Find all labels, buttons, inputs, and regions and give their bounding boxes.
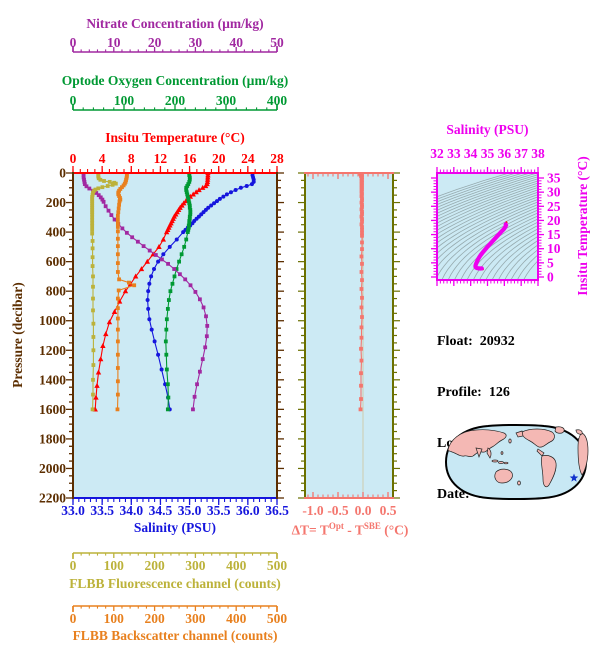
svg-text:36.5: 36.5: [265, 503, 289, 518]
float-location-star: [569, 473, 579, 482]
svg-text:35: 35: [481, 146, 495, 161]
svg-text:100: 100: [104, 558, 125, 573]
profile-number-line: Profile: 126: [437, 385, 510, 400]
svg-text:36.0: 36.0: [236, 503, 260, 518]
svg-text:8: 8: [128, 151, 135, 166]
svg-text:34.5: 34.5: [149, 503, 173, 518]
svg-text:1600: 1600: [39, 402, 66, 417]
svg-text:20: 20: [148, 35, 162, 50]
svg-text:300: 300: [216, 93, 237, 108]
svg-text:5: 5: [547, 255, 554, 270]
svg-text:0: 0: [70, 151, 77, 166]
svg-text:0: 0: [70, 558, 77, 573]
svg-text:34: 34: [464, 146, 478, 161]
svg-text:15: 15: [547, 227, 561, 242]
backscatter-axis-title: FLBB Backscatter channel (counts): [72, 628, 278, 643]
delta-t-title-part: (°C): [380, 522, 409, 538]
svg-text:200: 200: [144, 558, 165, 573]
svg-text:10: 10: [107, 35, 121, 50]
svg-text:0: 0: [70, 93, 77, 108]
svg-text:-1.0: -1.0: [302, 503, 324, 518]
nitrate-axis-title: Nitrate Concentration (µm/kg): [86, 16, 264, 31]
svg-text:20: 20: [212, 151, 226, 166]
temperature-axis-title: Insitu Temperature (°C): [105, 130, 245, 145]
svg-text:32: 32: [430, 146, 444, 161]
svg-text:35.0: 35.0: [178, 503, 202, 518]
svg-text:33.5: 33.5: [90, 503, 114, 518]
svg-text:400: 400: [226, 611, 247, 626]
svg-text:37: 37: [514, 146, 528, 161]
svg-text:200: 200: [144, 611, 165, 626]
svg-text:12: 12: [154, 151, 168, 166]
svg-text:35.5: 35.5: [207, 503, 231, 518]
svg-text:2200: 2200: [39, 491, 66, 506]
fluorescence-axis-title: FLBB Fluorescence channel (counts): [69, 576, 281, 591]
svg-text:1800: 1800: [39, 431, 66, 446]
svg-text:2000: 2000: [39, 461, 66, 476]
delta-t-axis-title: ΔT= TOpt - TSBE (°C): [283, 519, 417, 538]
svg-text:10: 10: [547, 241, 561, 256]
svg-text:30: 30: [547, 185, 561, 200]
svg-text:0: 0: [59, 166, 66, 181]
svg-text:400: 400: [46, 225, 67, 240]
svg-text:40: 40: [229, 35, 243, 50]
svg-text:4: 4: [99, 151, 106, 166]
svg-text:1200: 1200: [39, 343, 66, 358]
svg-text:1400: 1400: [39, 372, 66, 387]
svg-text:300: 300: [185, 611, 206, 626]
svg-text:0: 0: [547, 270, 554, 285]
delta-t-title-sup-sbe: SBE: [363, 521, 381, 531]
svg-text:0: 0: [70, 35, 77, 50]
salinity-axis-title: Salinity (PSU): [133, 520, 217, 535]
delta-t-title-sup-opt: Opt: [328, 521, 344, 531]
svg-text:1000: 1000: [39, 313, 66, 328]
svg-text:100: 100: [104, 611, 125, 626]
svg-text:24: 24: [241, 151, 255, 166]
svg-text:20: 20: [547, 213, 561, 228]
svg-text:28: 28: [270, 151, 284, 166]
svg-text:34.0: 34.0: [119, 503, 143, 518]
oxygen-axis-title: Optode Oxygen Concentration (µm/kg): [61, 73, 289, 88]
map-continents: [447, 426, 589, 488]
svg-text:300: 300: [185, 558, 206, 573]
svg-text:500: 500: [267, 558, 288, 573]
float-id-line: Float: 20932: [437, 334, 515, 349]
svg-text:0: 0: [70, 611, 77, 626]
svg-text:35: 35: [547, 171, 561, 186]
ts-salinity-axis-title: Salinity (PSU): [446, 122, 529, 137]
svg-text:100: 100: [114, 93, 135, 108]
svg-text:33: 33: [447, 146, 461, 161]
svg-text:400: 400: [267, 93, 288, 108]
svg-text:200: 200: [46, 195, 67, 210]
svg-text:0.0: 0.0: [355, 503, 372, 518]
delta-t-title-part: - T: [343, 522, 364, 538]
svg-text:36: 36: [498, 146, 512, 161]
world-map: [444, 424, 589, 500]
svg-text:500: 500: [267, 611, 288, 626]
svg-text:16: 16: [183, 151, 197, 166]
svg-text:200: 200: [165, 93, 186, 108]
svg-text:50: 50: [270, 35, 284, 50]
svg-text:0.5: 0.5: [380, 503, 397, 518]
svg-text:400: 400: [226, 558, 247, 573]
svg-text:38: 38: [531, 146, 545, 161]
svg-text:33.0: 33.0: [61, 503, 85, 518]
svg-text:25: 25: [547, 199, 561, 214]
svg-text:-0.5: -0.5: [327, 503, 349, 518]
svg-text:600: 600: [46, 254, 67, 269]
svg-text:800: 800: [46, 284, 67, 299]
svg-text:30: 30: [189, 35, 203, 50]
delta-t-title-part: ΔT= T: [291, 522, 329, 538]
